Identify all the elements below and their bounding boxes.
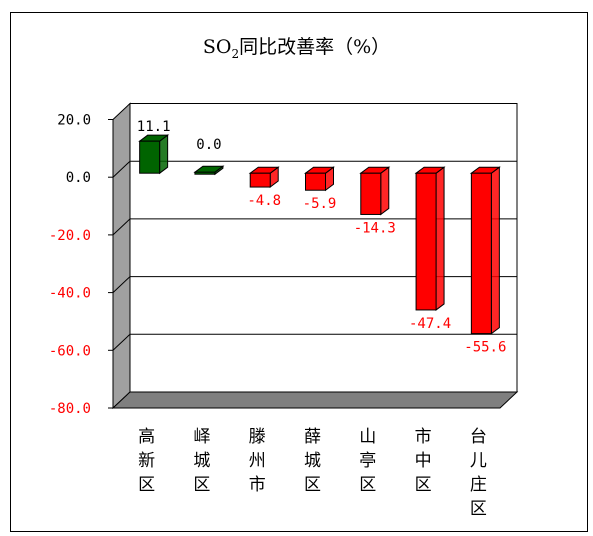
category-label: 区 <box>193 475 210 495</box>
category-label: 城 <box>193 451 210 471</box>
category-label: 亭 <box>359 451 376 471</box>
bar <box>415 172 437 311</box>
category-label: 儿 <box>470 451 487 471</box>
data-label: -4.8 <box>247 193 281 209</box>
category-label: 峄 <box>193 427 210 447</box>
y-tick-label: -80.0 <box>49 401 91 417</box>
category-label: 台 <box>470 427 487 447</box>
gridline <box>112 160 517 178</box>
back-wall <box>129 103 518 393</box>
category-label: 城 <box>304 451 321 471</box>
floor <box>111 391 519 409</box>
chart-title: SO2同比改善率（%） <box>202 36 391 61</box>
data-label: -5.9 <box>303 196 337 212</box>
data-label: -47.4 <box>409 316 451 332</box>
category-label: 区 <box>138 475 155 495</box>
bar <box>139 140 161 174</box>
y-tick-label: -20.0 <box>49 228 91 244</box>
bar-side <box>380 166 390 216</box>
y-tick-label: 0.0 <box>66 170 91 186</box>
category-label: 区 <box>359 475 376 495</box>
y-tick-label: 20.0 <box>57 113 91 129</box>
category-label: 区 <box>415 475 432 495</box>
gridline <box>112 276 517 293</box>
bar <box>360 172 382 215</box>
y-tick-label: -60.0 <box>49 343 91 359</box>
y-tick-label: -40.0 <box>49 286 91 302</box>
bar <box>194 171 216 175</box>
data-label: -14.3 <box>354 220 396 236</box>
data-label: 0.0 <box>196 137 221 153</box>
gridline <box>112 333 517 351</box>
category-label: 区 <box>304 475 321 495</box>
bar-side <box>435 166 445 311</box>
bar-side <box>490 166 500 335</box>
bar <box>470 172 492 335</box>
category-label: 州 <box>249 451 266 471</box>
category-label: 薛 <box>304 427 321 447</box>
side-wall <box>112 102 131 410</box>
category-label: 山 <box>359 427 376 447</box>
category-label: 高 <box>138 427 155 447</box>
category-label: 市 <box>415 427 432 447</box>
category-label: 庄 <box>470 475 487 495</box>
data-label: -55.6 <box>464 340 506 356</box>
category-label: 新 <box>138 451 155 471</box>
category-label: 滕 <box>249 427 266 447</box>
bar <box>305 172 326 191</box>
data-label: 11.1 <box>137 119 171 135</box>
bar <box>249 172 271 188</box>
gridline <box>112 218 517 236</box>
category-label: 市 <box>249 475 266 495</box>
category-label: 中 <box>415 451 432 471</box>
category-label: 区 <box>470 499 487 519</box>
